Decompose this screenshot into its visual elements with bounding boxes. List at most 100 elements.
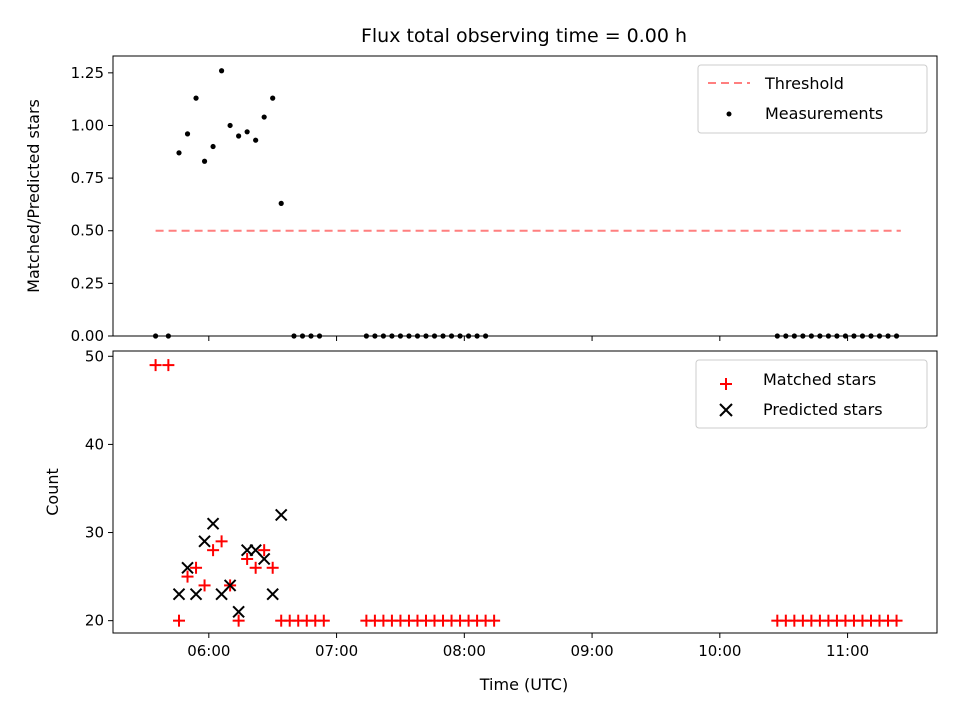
predicted-star-point [223,579,237,592]
measurement-point [893,333,900,339]
x-tick-label: 06:00 [187,642,230,660]
measurement-point [193,95,199,101]
y-tick-label: 50 [85,347,104,365]
matched-star-point [317,614,330,627]
predicted-star-point [181,561,194,574]
measurement-point [316,333,323,339]
measurement-point [791,333,797,339]
measurement-point [253,137,259,143]
predicted-star-point [189,588,203,601]
measurement-point [389,333,395,339]
measurement-point [291,333,297,339]
measurement-point [261,114,267,120]
matched-star-point [488,614,501,627]
matched-star-point [266,561,279,574]
matched-star-point [241,552,254,565]
predicted-star-point [274,508,288,522]
y-tick-label: 0.00 [71,327,104,345]
count-plot-area [112,350,938,634]
y-tick-label: 1.00 [71,116,104,134]
matched-stars-legend-label: Matched stars [763,370,876,389]
ratio-panel: Matched/Predicted stars 0.00 0.25 0.50 0.75… [24,55,938,345]
measurement-point [474,333,480,339]
y-tick-label: 1.25 [71,64,104,82]
count-y-axis-label: Count [43,468,62,516]
measurement-point [227,122,233,129]
predicted-star-point [257,552,271,566]
chart-title: Flux total observing time = 0.00 h [361,25,687,47]
matched-star-point [198,579,211,592]
measurement-point [165,333,171,339]
x-tick-label: 11:00 [826,642,869,660]
y-tick-label: 20 [85,612,104,630]
measurement-point [431,333,438,339]
count-x-ticks: 06:00 07:00 08:00 09:00 10:00 11:00 [187,633,869,660]
predicted-star-point [198,535,211,548]
measurements-legend-label: Measurements [765,104,883,123]
measurement-point [414,333,421,339]
measurement-point [885,333,891,339]
measurement-point [397,333,404,339]
measurement-point [868,333,874,339]
y-tick-label: 0.75 [71,169,104,187]
ratio-y-axis-label: Matched/Predicted stars [24,99,43,293]
matched-star-point [149,359,162,372]
matched-star-points [149,359,903,627]
matched-star-point [890,614,903,627]
measurement-point [270,95,276,101]
x-tick-label: 07:00 [315,642,358,660]
matched-star-point [162,359,175,372]
ratio-y-ticks: 0.00 0.25 0.50 0.75 1.00 1.25 [71,64,113,345]
matched-stars-legend-swatch [720,378,732,390]
x-tick-label: 09:00 [570,642,613,660]
measurement-point [152,333,159,339]
y-tick-label: 40 [85,435,104,453]
measurement-point [834,333,840,339]
measurement-point [457,333,463,339]
measurement-point [448,333,455,339]
measurement-points [152,68,900,339]
measurement-point [817,333,823,339]
matched-star-point [215,535,228,548]
measurement-point [218,68,225,74]
measurement-point [859,333,866,339]
measurement-point [800,333,806,339]
predicted-star-point [206,517,220,530]
matched-star-point [207,544,220,557]
ratio-plot-area [112,55,938,337]
measurement-point [201,158,208,164]
predicted-star-point [172,588,186,601]
measurement-point [184,131,191,137]
predicted-star-point [232,605,245,619]
measurement-point [363,333,369,339]
matched-star-point [181,570,194,583]
count-y-ticks: 20 30 40 50 [85,347,113,630]
measurement-point [851,333,857,339]
measurement-point [244,129,250,135]
predicted-star-point [266,588,279,601]
matched-star-point [190,561,203,574]
measurement-point [236,133,242,139]
count-legend: Matched stars Predicted stars [695,359,928,429]
y-tick-label: 0.25 [71,274,104,292]
predicted-stars-legend-label: Predicted stars [763,400,883,419]
measurement-point [176,150,182,156]
measurement-point [842,333,849,339]
x-tick-label: 10:00 [698,642,741,660]
matched-star-point [258,544,271,557]
matched-star-point [249,561,262,574]
matched-star-point [232,614,245,627]
measurement-point [308,333,314,339]
threshold-legend-label: Threshold [764,74,844,93]
measurement-point [423,333,429,339]
measurement-point [783,333,789,339]
measurement-point [278,200,284,206]
measurement-point [372,333,378,339]
matched-star-point [173,614,186,627]
measurement-point [440,333,446,339]
count-panel: Count Time (UTC) 20 30 40 50 06:00 07:00 08:0… [43,347,938,694]
predicted-stars-legend-swatch [719,403,733,417]
y-tick-label: 30 [85,524,104,542]
measurement-point [380,333,387,339]
